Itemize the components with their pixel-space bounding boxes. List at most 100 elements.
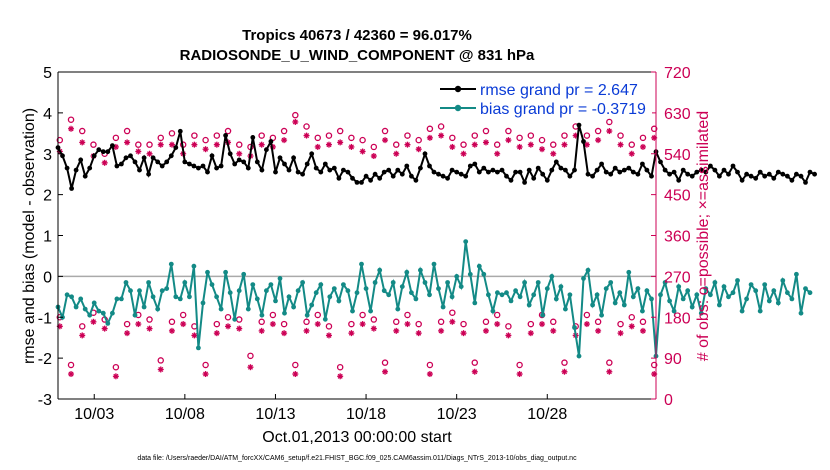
possible-obs-marker [538,136,546,144]
assimilated-obs-marker [180,321,187,328]
possible-obs-marker [594,127,602,135]
rmse-point [608,171,614,177]
rmse-point [264,147,269,153]
assimilated-obs-marker-d2 [79,332,85,338]
y2-axis-label: # of obs: o=possible; ×=assimilated [695,111,712,361]
bias-point [114,296,120,302]
rmse-point [128,153,133,159]
rmse-point [141,155,147,161]
bias-point [78,296,84,302]
possible-obs-marker [460,141,467,148]
rmse-point [368,177,373,183]
assimilated-obs-marker [157,141,164,148]
bias-point [264,288,269,294]
x-tick-label: 10/03 [74,406,114,423]
assimilated-obs-marker [595,137,602,144]
rmse-point [544,177,550,183]
bias-point [626,269,632,275]
data-file-footnote: data file: /Users/raeder/DAI/ATM_forcXX/… [137,455,577,462]
possible-obs-marker [123,320,131,328]
rmse-point [667,171,672,177]
assimilated-obs-marker-d2 [236,151,242,157]
rmse-point [96,147,102,153]
possible-obs-marker [146,316,153,323]
rmse-point [350,175,355,181]
rmse-point [630,169,636,175]
assimilated-obs-marker-d2 [539,321,545,327]
bias-point [404,269,410,275]
assimilated-obs-marker [112,373,119,380]
tick-layer: -3-2-101234509018027036045054063072010/0… [38,65,691,423]
bias-point [146,280,152,285]
bias-point [173,294,179,300]
bias-point [739,308,745,314]
possible-obs-marker [135,141,142,148]
bias-point [155,306,161,312]
bias-point [490,308,496,314]
assimilated-obs-marker [236,150,243,157]
rmse-point [626,165,632,171]
bias-point [630,294,636,300]
bias-point [730,290,736,296]
bias-point [150,294,156,300]
assimilated-obs-marker-d2 [438,133,444,139]
rmse-point [431,169,437,175]
bias-point [775,300,781,306]
bias-point [467,271,473,277]
possible-obs-marker [213,320,221,328]
rmse-point [635,171,641,177]
assimilated-obs-marker [292,371,299,378]
assimilated-obs-marker-d2 [303,133,310,139]
bias-point [96,308,102,314]
assimilated-obs-marker-d2 [427,371,433,377]
assimilated-obs-marker-d2 [528,330,534,336]
rmse-point [295,169,301,175]
assimilated-obs-marker-d2 [236,326,242,332]
bias-point [128,288,133,294]
bias-point [386,292,392,298]
rmse-point [780,171,786,177]
assimilated-obs-marker [628,150,635,157]
assimilated-obs-marker-d2 [158,142,164,148]
y-tick-label: 1 [43,229,52,246]
assimilated-obs-marker-d2 [472,142,478,148]
rmse-point [187,161,192,167]
assimilated-obs-marker-d2 [68,371,74,377]
bias-point [327,294,333,300]
possible-obs-marker [56,136,64,144]
possible-obs-marker [269,311,277,319]
bias-point [105,321,111,326]
rmse-point [581,139,586,144]
rmse-point [236,157,242,163]
possible-obs-marker [359,311,366,319]
assimilated-obs-marker-d2 [550,151,556,157]
bias-point [608,280,614,285]
possible-obs-marker [527,132,535,139]
rmse-point [232,161,238,167]
bias-point [594,292,600,298]
assimilated-obs-marker-d2 [292,371,298,377]
assimilated-obs-marker-d2 [303,328,310,334]
assimilated-obs-marker [561,368,568,375]
y-tick-label: -2 [38,351,52,368]
possible-obs-marker [505,127,512,135]
bias-point [590,302,595,308]
bias-point [753,288,759,294]
possible-obs-marker [594,318,602,326]
assimilated-obs-marker [404,141,411,148]
rmse-point [775,169,781,175]
assimilated-obs-marker [505,137,512,144]
rmse-point [676,177,682,183]
assimilated-obs-marker-d2 [494,321,500,327]
rmse-point [603,169,609,175]
rmse-point [331,165,337,171]
x-tick-label: 10/13 [255,406,295,423]
bias-point [227,290,233,296]
bias-point [599,312,604,318]
bias-point [177,296,183,302]
possible-obs-marker [258,318,265,326]
assimilated-obs-marker [325,141,332,148]
assimilated-obs-marker-d2 [483,328,489,334]
possible-obs-marker [516,134,523,142]
